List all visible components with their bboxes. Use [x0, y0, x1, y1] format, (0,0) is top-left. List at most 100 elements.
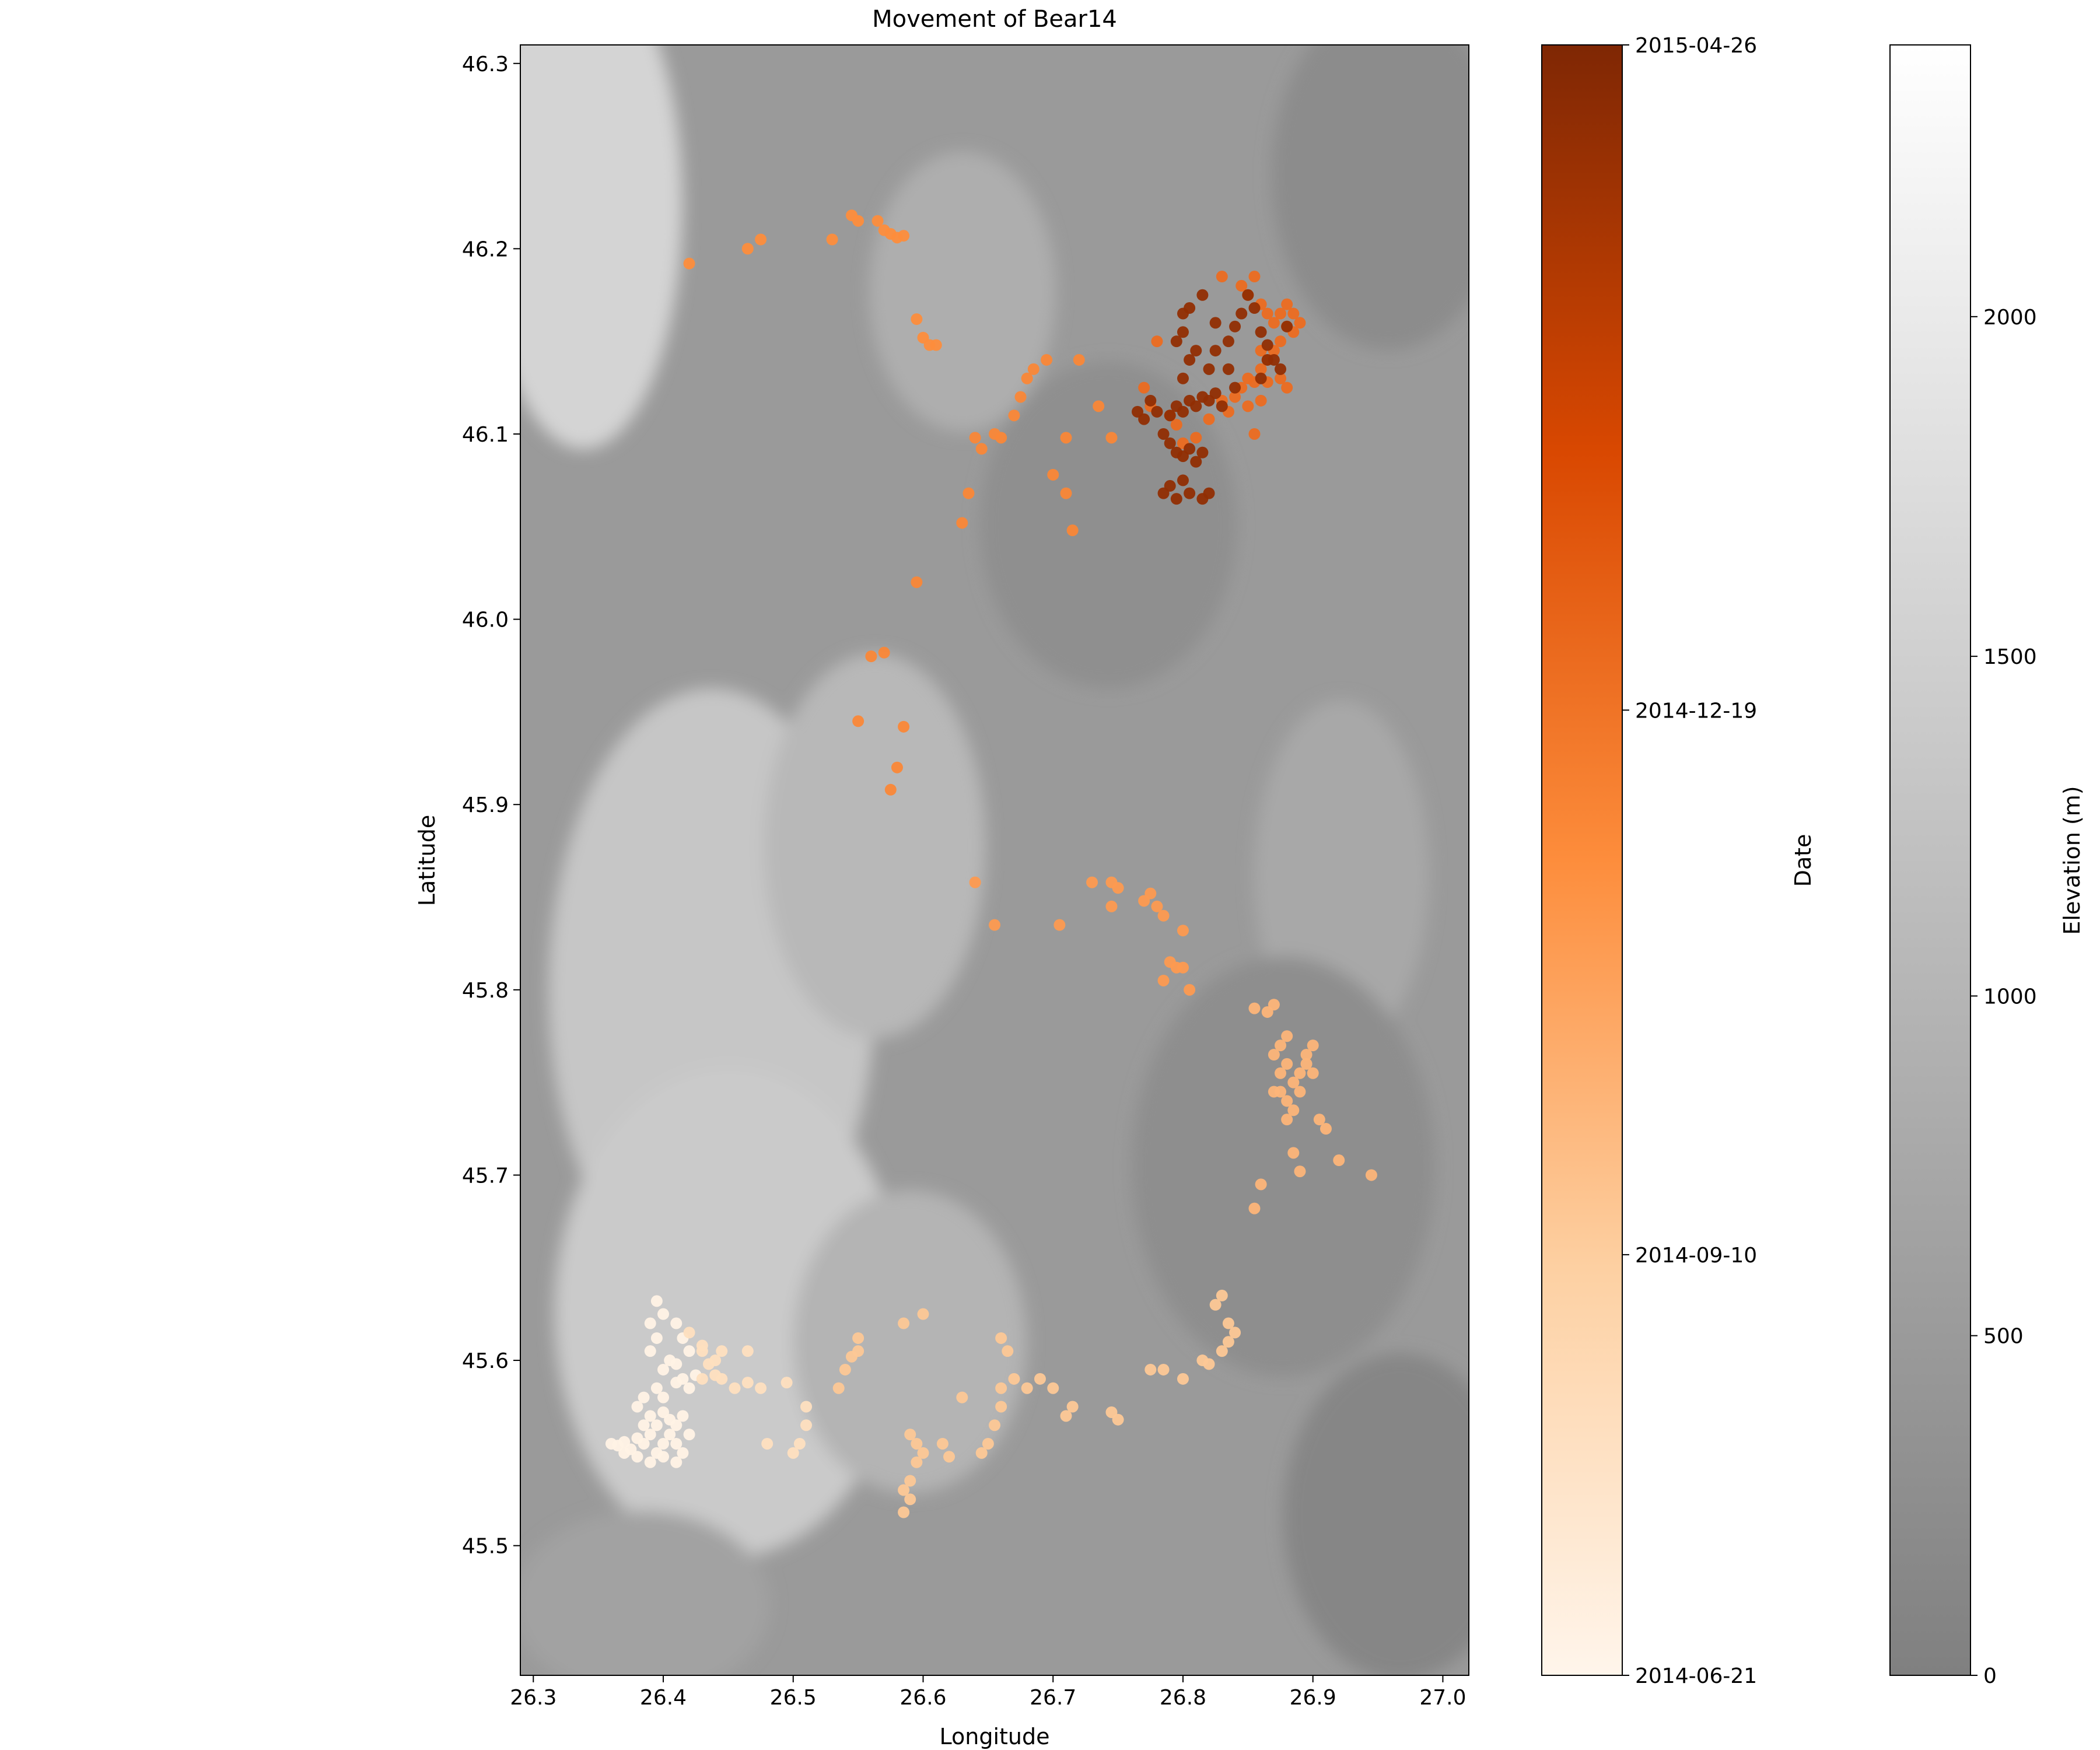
location-point — [683, 1345, 695, 1357]
elevation-raster — [520, 45, 1469, 1675]
location-point — [904, 1475, 916, 1487]
location-point — [1320, 1123, 1332, 1135]
location-point — [1229, 391, 1241, 403]
location-point — [631, 1451, 643, 1463]
plot-frame — [520, 44, 1469, 1676]
location-point — [839, 1363, 851, 1376]
location-point — [1086, 876, 1098, 888]
location-point — [1281, 1114, 1293, 1126]
location-point — [1177, 326, 1189, 338]
location-point — [1002, 1345, 1014, 1357]
location-point — [995, 1382, 1007, 1394]
location-point — [1144, 1363, 1157, 1376]
location-point — [683, 1382, 695, 1394]
location-point — [1209, 317, 1222, 329]
y-tick-label: 45.9 — [462, 793, 509, 817]
location-point — [1229, 382, 1241, 394]
location-point — [696, 1339, 708, 1352]
location-point — [1164, 410, 1176, 422]
location-point — [741, 1345, 754, 1357]
location-point — [638, 1419, 650, 1432]
date-colorbar-tick-label: 2014-09-10 — [1635, 1244, 1757, 1268]
location-point — [1157, 909, 1170, 922]
location-point — [975, 443, 988, 455]
location-point — [1294, 1086, 1306, 1098]
location-point — [1236, 279, 1248, 292]
location-point — [657, 1308, 670, 1320]
location-point — [1248, 302, 1261, 314]
location-point — [1209, 345, 1222, 357]
location-point — [1093, 400, 1105, 412]
location-point — [1041, 354, 1053, 366]
location-point — [755, 233, 767, 246]
date-colorbar-label: Date — [1790, 834, 1816, 887]
location-point — [969, 432, 981, 444]
location-point — [1138, 382, 1150, 394]
location-point — [911, 1437, 923, 1450]
location-point — [631, 1401, 643, 1413]
location-point — [670, 1437, 682, 1450]
location-point — [911, 313, 923, 326]
location-point — [800, 1401, 813, 1413]
location-point — [1275, 335, 1287, 348]
location-point — [1170, 493, 1182, 505]
location-point — [1157, 1363, 1170, 1376]
location-point — [1112, 882, 1124, 894]
location-point — [1222, 1336, 1234, 1348]
location-point — [989, 1419, 1000, 1432]
location-point — [716, 1373, 728, 1385]
location-point — [1177, 405, 1189, 418]
location-point — [1060, 432, 1072, 444]
location-point — [1177, 372, 1189, 384]
location-point — [1281, 320, 1293, 332]
y-tick-label: 46.3 — [462, 52, 509, 76]
location-point — [1184, 354, 1196, 366]
location-point — [1242, 400, 1254, 412]
location-point — [1294, 1067, 1306, 1079]
location-point — [670, 1317, 682, 1329]
location-point — [1164, 437, 1176, 449]
location-point — [729, 1382, 741, 1394]
location-point — [884, 783, 897, 796]
location-point — [1216, 1345, 1228, 1357]
elevation-colorbar-tick-label: 1500 — [1983, 645, 2037, 669]
chart-title: Movement of Bear14 — [872, 6, 1117, 33]
location-point — [1287, 307, 1300, 320]
location-point — [852, 1345, 864, 1357]
elevation-colorbar-tick-label: 2000 — [1983, 306, 2037, 330]
location-point — [1209, 1298, 1222, 1311]
location-point — [1216, 1289, 1228, 1301]
x-tick-label: 26.3 — [510, 1686, 556, 1710]
x-axis-label: Longitude — [940, 1724, 1050, 1749]
location-point — [865, 650, 877, 663]
location-point — [995, 1401, 1007, 1413]
location-point — [1242, 289, 1254, 301]
location-point — [1177, 1373, 1189, 1385]
location-point — [898, 720, 910, 733]
location-point — [1275, 307, 1287, 320]
location-point — [1157, 428, 1170, 440]
location-point — [1255, 1178, 1267, 1191]
location-point — [1229, 1326, 1241, 1339]
location-point — [1313, 1114, 1325, 1126]
location-point — [657, 1363, 670, 1376]
location-point — [1229, 320, 1241, 332]
location-point — [1184, 443, 1196, 455]
location-point — [644, 1429, 656, 1441]
location-point — [1203, 487, 1215, 499]
location-point — [995, 1332, 1007, 1344]
location-point — [1222, 1317, 1234, 1329]
x-tick-label: 26.8 — [1160, 1686, 1206, 1710]
location-point — [878, 646, 890, 659]
location-point — [644, 1317, 656, 1329]
location-point — [683, 1429, 695, 1441]
location-point — [911, 1456, 923, 1468]
location-point — [657, 1437, 670, 1450]
x-tick-label: 26.5 — [770, 1686, 817, 1710]
y-tick-label: 45.6 — [462, 1349, 509, 1373]
date-colorbar: 2014-06-21 2014-09-10 2014-12-19 2015-04-26… — [1541, 34, 1816, 1688]
location-point — [1281, 382, 1293, 394]
location-point — [1275, 1086, 1287, 1098]
location-point — [989, 919, 1000, 931]
